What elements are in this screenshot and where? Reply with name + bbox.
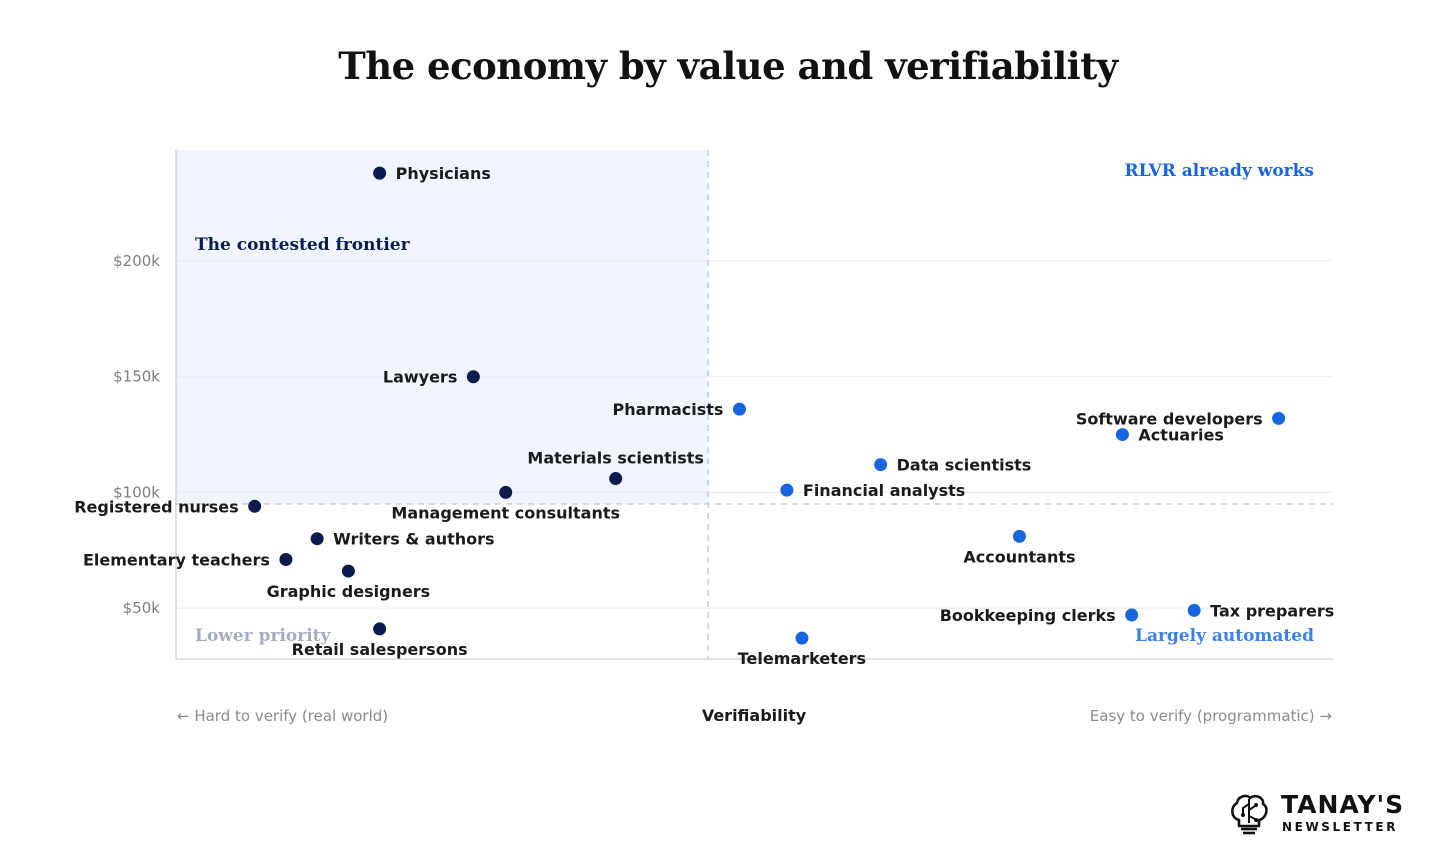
data-point: [1012, 529, 1026, 543]
point-label: Data scientists: [897, 456, 1032, 475]
point-label: Graphic designers: [267, 582, 431, 601]
point-label: Software developers: [1076, 409, 1263, 428]
x-axis-title: Verifiability: [702, 706, 807, 725]
quadrant-label: Largely automated: [1135, 626, 1314, 646]
point-label: Financial analysts: [803, 481, 965, 500]
brand-subtitle: NEWSLETTER: [1282, 820, 1399, 834]
data-points: [248, 166, 1286, 645]
point-label: Management consultants: [391, 503, 620, 522]
brand-logo: TANAY'S NEWSLETTER: [1225, 790, 1425, 840]
point-label: Elementary teachers: [83, 551, 270, 570]
data-point: [279, 553, 293, 567]
data-point: [1187, 603, 1201, 617]
data-point: [499, 485, 513, 499]
quadrant-label: RLVR already works: [1124, 161, 1314, 181]
axes: [175, 150, 1333, 660]
point-label: Writers & authors: [333, 530, 494, 549]
data-point: [1125, 608, 1139, 622]
y-tick-label: $150k: [113, 368, 160, 386]
lightbulb-brain-icon: [1231, 794, 1268, 835]
point-label: Lawyers: [383, 368, 457, 387]
data-point: [1115, 428, 1129, 442]
data-point: [795, 631, 809, 645]
x-axis-right-label: Easy to verify (programmatic) →: [1090, 707, 1332, 725]
x-axis-labels: ← Hard to verify (real world) Verifiabili…: [177, 706, 1332, 725]
y-tick-label: $50k: [123, 599, 161, 617]
data-point: [1272, 411, 1286, 425]
quadrant-background: [176, 150, 709, 504]
data-point: [373, 166, 387, 180]
data-point: [373, 622, 387, 636]
x-axis-left-label: ← Hard to verify (real world): [177, 707, 388, 725]
data-point: [732, 402, 746, 416]
point-label: Telemarketers: [738, 649, 866, 668]
point-label: Physicians: [396, 164, 491, 183]
y-tick-label: $200k: [113, 252, 160, 270]
data-point: [780, 483, 794, 497]
point-labels: Physicians Lawyers Materials scientists Man…: [74, 164, 1334, 668]
y-tick-label: $100k: [113, 483, 160, 501]
point-label: Pharmacists: [613, 400, 724, 419]
point-label: Registered nurses: [74, 497, 238, 516]
grid-lines: $50k $100k $150k $200k: [113, 252, 1333, 617]
point-label: Retail salespersons: [292, 640, 468, 659]
point-label: Bookkeeping clerks: [940, 606, 1116, 625]
point-label: Materials scientists: [527, 449, 704, 468]
quadrant-label: Lower priority: [195, 626, 332, 646]
data-point: [609, 472, 623, 486]
contested-frontier-shading: [176, 150, 709, 504]
data-point: [341, 564, 355, 578]
point-label: Actuaries: [1138, 426, 1223, 445]
point-label: Tax preparers: [1210, 601, 1334, 620]
quadrant-labels: The contested frontier RLVR already works…: [195, 161, 1314, 646]
quadrant-label: The contested frontier: [195, 235, 411, 255]
data-point: [874, 458, 888, 472]
brand-name: TANAY'S: [1281, 790, 1405, 819]
chart-title: The economy by value and verifiability: [338, 44, 1118, 88]
data-point: [466, 370, 480, 384]
point-label: Accountants: [963, 547, 1075, 566]
data-point: [248, 499, 262, 513]
data-point: [310, 532, 324, 546]
